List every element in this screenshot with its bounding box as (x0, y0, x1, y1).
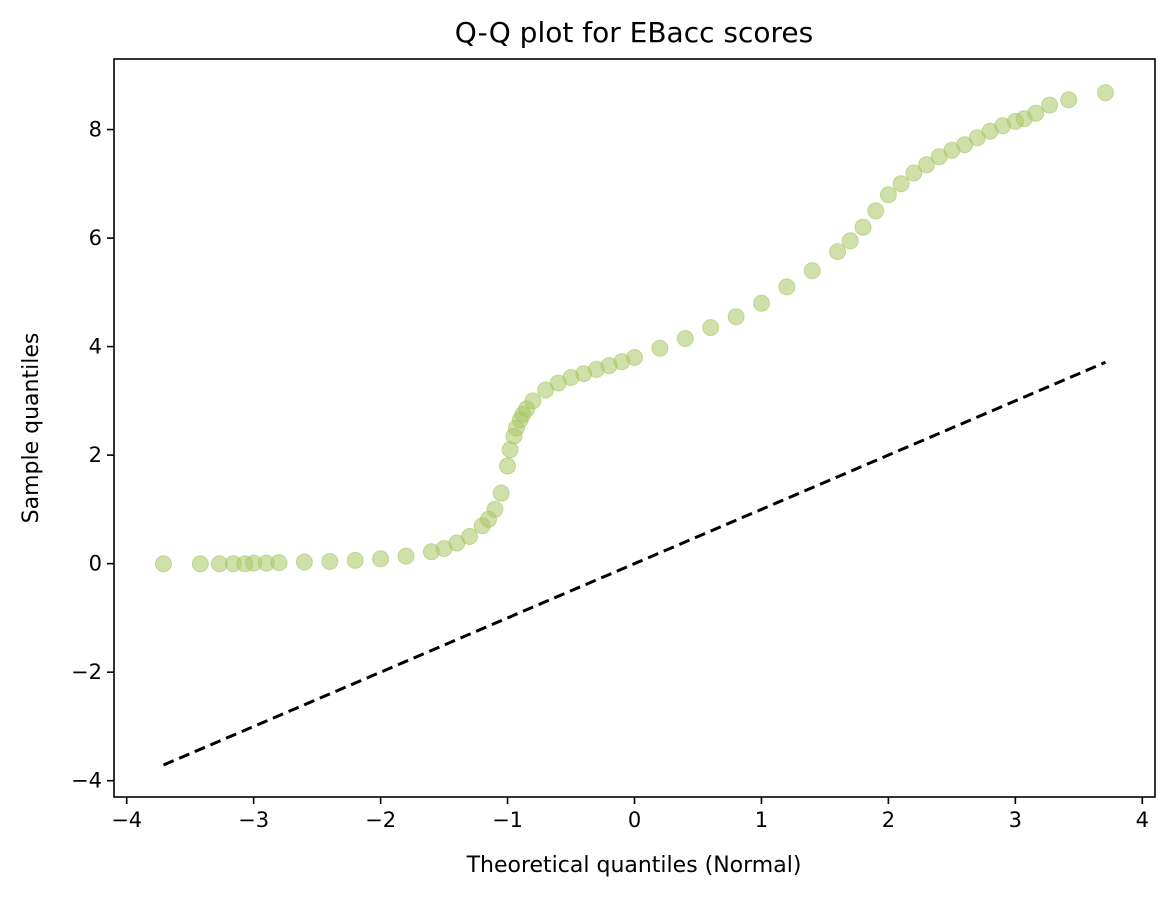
x-axis: −4 −3 −2 −1 0 1 2 3 4 (111, 797, 1149, 832)
y-tick-label: 2 (89, 443, 102, 467)
data-point (1060, 91, 1078, 109)
data-point (829, 243, 847, 261)
data-point (676, 330, 694, 347)
data-point (372, 550, 390, 568)
x-axis-label: Theoretical quantiles (Normal) (466, 853, 802, 878)
data-point (702, 319, 720, 337)
data-point (1097, 84, 1114, 102)
plot-area (155, 84, 1114, 767)
data-point (918, 156, 935, 174)
y-axis-label: Sample quantiles (19, 333, 44, 524)
data-point (854, 218, 872, 236)
x-tick-label: −1 (492, 808, 523, 832)
data-point (727, 308, 745, 326)
y-tick-label: 4 (89, 335, 102, 359)
data-point (1027, 104, 1045, 122)
data-point (499, 457, 516, 475)
x-tick-label: 2 (882, 808, 895, 832)
data-point (191, 555, 209, 573)
x-tick-label: −3 (238, 808, 269, 832)
x-tick-label: 1 (755, 808, 768, 832)
chart-title: Q-Q plot for EBacc scores (455, 16, 813, 49)
x-tick-label: −4 (111, 808, 142, 832)
data-point (651, 339, 669, 357)
data-point (803, 262, 821, 280)
data-point (270, 554, 288, 572)
data-point (905, 164, 923, 182)
data-point (461, 528, 478, 545)
plot-frame (113, 58, 1156, 798)
data-point (397, 547, 415, 565)
reference-line (162, 360, 1107, 767)
data-point (155, 555, 172, 573)
data-point (626, 349, 643, 366)
data-point (879, 186, 897, 204)
data-point (778, 278, 796, 296)
data-point (486, 500, 504, 518)
y-tick-label: −2 (71, 660, 102, 684)
data-point (346, 551, 364, 569)
data-point (524, 392, 542, 410)
data-point (321, 553, 339, 570)
x-tick-label: 4 (1136, 808, 1149, 832)
data-point (867, 202, 885, 220)
y-tick-label: 0 (89, 552, 102, 576)
x-tick-label: −2 (365, 808, 396, 832)
y-tick-label: 6 (89, 226, 102, 250)
data-point (295, 553, 313, 571)
data-point (492, 484, 510, 502)
data-point (753, 294, 770, 312)
y-tick-label: 8 (89, 118, 102, 142)
data-point (841, 232, 859, 250)
data-point (1041, 96, 1059, 114)
x-tick-label: 3 (1009, 808, 1022, 832)
y-tick-label: −4 (71, 769, 102, 793)
data-point (892, 175, 910, 193)
x-tick-label: 0 (628, 808, 641, 832)
y-axis: −4 −2 0 2 4 6 8 (71, 118, 114, 793)
